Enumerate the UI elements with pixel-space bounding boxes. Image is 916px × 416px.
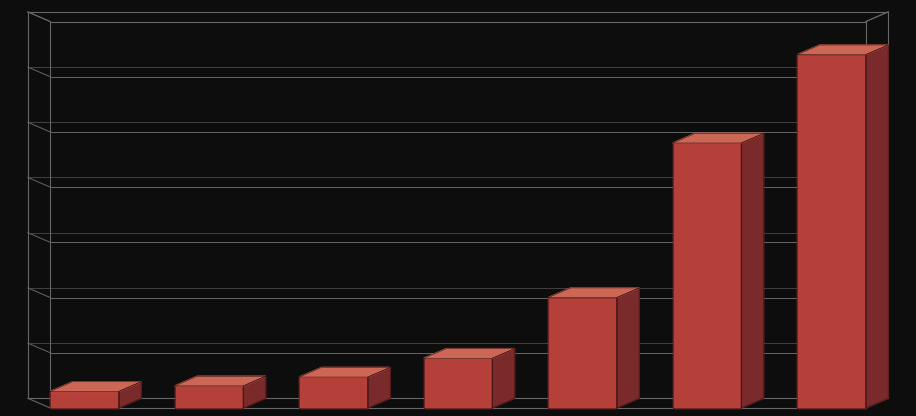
Polygon shape <box>797 45 889 54</box>
Polygon shape <box>741 134 764 408</box>
Polygon shape <box>300 367 390 377</box>
Polygon shape <box>672 134 764 143</box>
Polygon shape <box>175 386 244 408</box>
Polygon shape <box>866 45 889 408</box>
Polygon shape <box>424 358 492 408</box>
Polygon shape <box>50 391 119 408</box>
Polygon shape <box>175 376 266 386</box>
Polygon shape <box>367 367 390 408</box>
Polygon shape <box>244 376 266 408</box>
Polygon shape <box>616 288 639 408</box>
Polygon shape <box>549 288 639 297</box>
Polygon shape <box>549 297 616 408</box>
Polygon shape <box>797 54 866 408</box>
Polygon shape <box>672 143 741 408</box>
Polygon shape <box>119 382 141 408</box>
Polygon shape <box>50 382 141 391</box>
Polygon shape <box>424 349 515 358</box>
Polygon shape <box>300 377 367 408</box>
Polygon shape <box>492 349 515 408</box>
